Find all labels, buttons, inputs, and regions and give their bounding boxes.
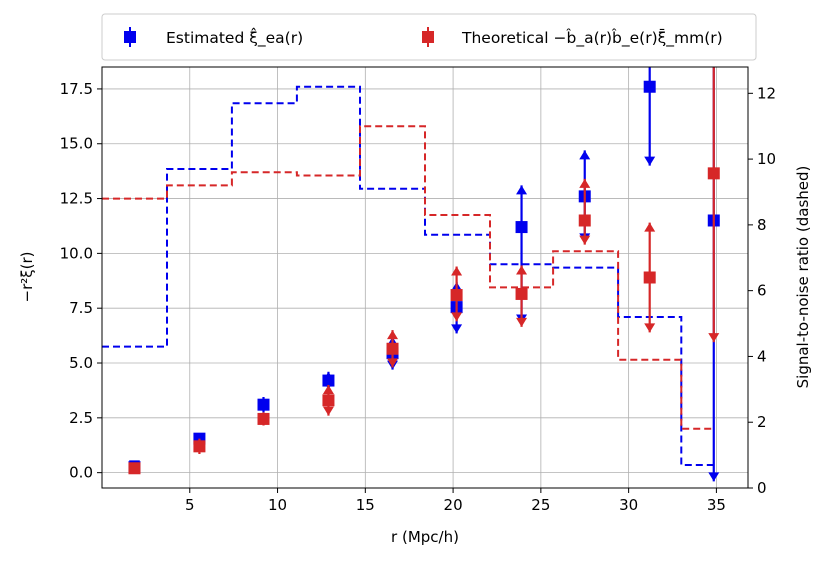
errorbar-cap-low-estimated	[644, 156, 656, 166]
errorbar-cap-high-theoretical	[322, 384, 334, 394]
errorbar-cap-low-theoretical	[708, 333, 720, 343]
legend-marker-theoretical	[422, 27, 434, 47]
point-theoretical	[450, 266, 463, 322]
errorbar-cap-high-theoretical	[387, 330, 399, 340]
y-tick-label: 2.5	[69, 409, 93, 427]
y-tick-label: 15.0	[60, 135, 93, 153]
y-tick-label: 7.5	[69, 299, 93, 317]
errorbar-cap-low-theoretical	[387, 358, 399, 368]
y-tick-label: 12.5	[60, 190, 93, 208]
y-axis-label: −r²ξ(r)	[18, 252, 36, 303]
errorbar-cap-low-theoretical	[579, 235, 591, 245]
marker-estimated	[643, 80, 656, 93]
legend-square	[422, 31, 434, 43]
y-tick-label: 5.0	[69, 354, 93, 372]
marker-estimated	[322, 374, 335, 387]
x-tick-label: 10	[268, 496, 287, 514]
x-tick-label: 25	[531, 496, 550, 514]
marker-estimated	[515, 221, 528, 234]
x-tick-label: 35	[707, 496, 726, 514]
point-theoretical	[578, 178, 591, 245]
x-tick-label: 15	[356, 496, 375, 514]
y-tick-label: 10.0	[60, 244, 93, 262]
point-theoretical	[193, 438, 206, 455]
legend-label-theoretical: Theoretical −b̂_a(r)b̂_e(r)ξ̄_mm(r)	[461, 28, 723, 48]
y2-tick-label: 6	[757, 282, 767, 300]
legend-square	[124, 31, 136, 43]
x-tick-label: 30	[619, 496, 638, 514]
y-tick-label: 17.5	[60, 80, 93, 98]
y2-tick-label: 2	[757, 413, 767, 431]
errorbar-cap-high-estimated	[516, 185, 528, 195]
point-theoretical	[257, 412, 270, 426]
point-theoretical	[128, 462, 141, 475]
errorbar-cap-low-theoretical	[644, 323, 656, 333]
y2-tick-label: 10	[757, 150, 776, 168]
y-axis-right: 0 2 4 6 8 10 12	[748, 84, 776, 497]
data-points	[128, 67, 720, 482]
legend: Estimated ξ̂_ea(r) Theoretical −b̂_a(r)b…	[101, 13, 757, 61]
marker-theoretical	[257, 412, 270, 425]
y2-tick-label: 0	[757, 479, 767, 497]
marker-theoretical	[578, 214, 591, 227]
y-tick-label: 0.0	[69, 464, 93, 482]
marker-theoretical	[128, 462, 141, 475]
y2-axis-label: Signal-to-noise ratio (dashed)	[794, 166, 812, 389]
point-theoretical	[386, 330, 399, 368]
legend-marker-estimated	[124, 27, 136, 47]
marker-theoretical	[515, 287, 528, 300]
x-axis: 5 10 15 20 25 30 35	[185, 488, 726, 514]
errorbar-cap-low-estimated	[708, 472, 720, 482]
errorbar-cap-low-estimated	[451, 324, 463, 334]
x-axis-label: r (Mpc/h)	[391, 528, 459, 546]
x-tick-label: 5	[185, 496, 195, 514]
errorbar-cap-high-theoretical	[579, 178, 591, 188]
point-estimated	[257, 397, 270, 413]
plot-frame	[101, 66, 749, 489]
y2-tick-label: 4	[757, 347, 767, 365]
marker-theoretical	[707, 167, 720, 180]
errorbar-cap-high-theoretical	[451, 266, 463, 276]
y2-tick-label: 12	[757, 84, 776, 102]
marker-theoretical	[450, 289, 463, 302]
marker-theoretical	[193, 440, 206, 453]
errorbar-cap-high-theoretical	[644, 222, 656, 232]
errorbar-cap-high-theoretical	[516, 265, 528, 275]
point-estimated	[643, 67, 656, 166]
marker-theoretical	[643, 271, 656, 284]
errorbar-cap-low-theoretical	[322, 406, 334, 416]
point-theoretical	[515, 265, 528, 327]
marker-theoretical	[322, 394, 335, 407]
errorbar-cap-low-theoretical	[516, 317, 528, 327]
point-theoretical	[643, 222, 656, 333]
x-tick-label: 20	[444, 496, 463, 514]
errorbar-cap-high-estimated	[579, 150, 591, 160]
marker-estimated	[257, 398, 270, 411]
snr-step-lines	[102, 85, 715, 466]
point-theoretical	[322, 384, 335, 416]
y2-tick-label: 8	[757, 216, 767, 234]
snr-line-theoretical	[102, 125, 715, 430]
point-theoretical	[707, 67, 720, 343]
marker-theoretical	[386, 342, 399, 355]
y-axis-left: 0.0 2.5 5.0 7.5 10.0 12.5 15.0 17.5	[60, 80, 102, 482]
legend-label-estimated: Estimated ξ̂_ea(r)	[166, 27, 303, 48]
errorbar-cap-low-theoretical	[451, 312, 463, 322]
